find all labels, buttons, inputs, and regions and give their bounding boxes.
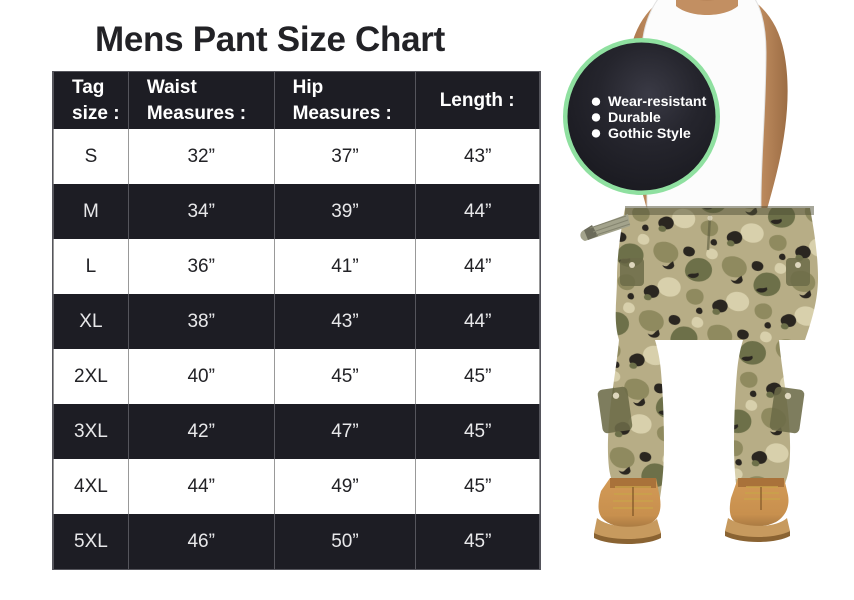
svg-text:Wear-resistant: Wear-resistant (608, 94, 707, 110)
svg-text:Durable: Durable (608, 110, 661, 126)
svg-text:Gothic Style: Gothic Style (608, 126, 691, 142)
